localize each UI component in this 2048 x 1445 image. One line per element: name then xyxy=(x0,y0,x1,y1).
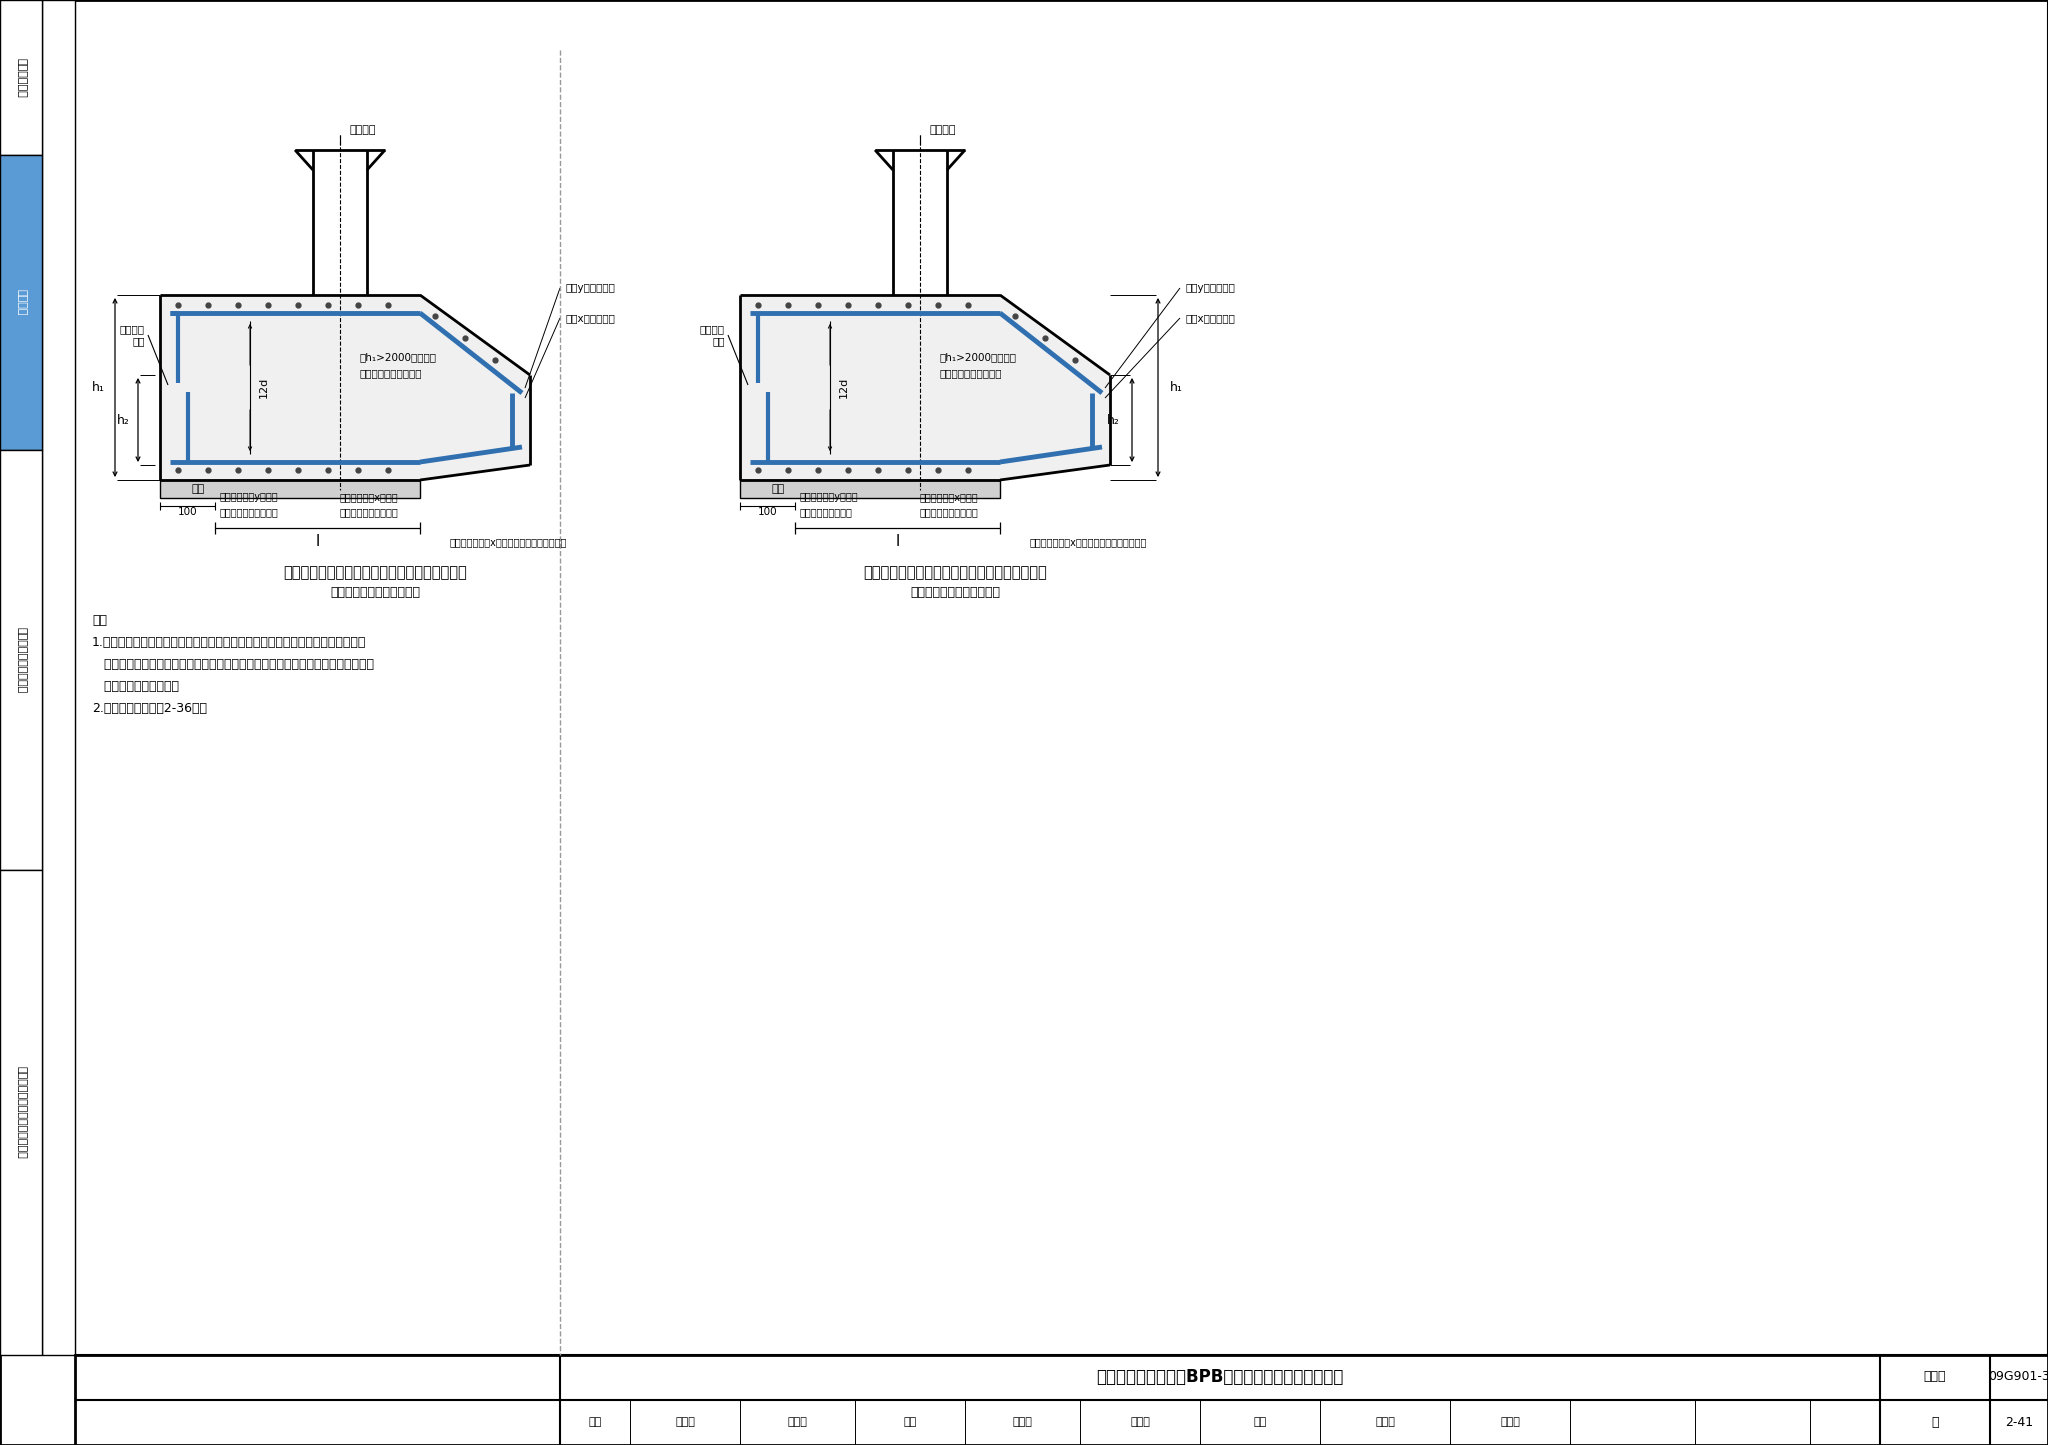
Text: 12d: 12d xyxy=(258,377,268,399)
Text: 王化元: 王化元 xyxy=(1499,1418,1520,1428)
Text: 明。当设计未作说明时，应按板跨长度将短跨方向的钢筋置于板厚外侧，另一方向: 明。当设计未作说明时，应按板跨长度将短跨方向的钢筋置于板厚外侧，另一方向 xyxy=(92,657,375,670)
Text: 校对: 校对 xyxy=(903,1418,918,1428)
Text: （跨中底部无非贯通纵筋）: （跨中底部无非贯通纵筋） xyxy=(330,587,420,600)
Text: 当h₁>2000时，中间: 当h₁>2000时，中间 xyxy=(940,353,1018,363)
Text: 顶部y向贯通纵筋: 顶部y向贯通纵筋 xyxy=(1186,283,1235,293)
Text: 图集号: 图集号 xyxy=(1923,1370,1946,1383)
Text: 纵筋与附加非贯通纵筋: 纵筋与附加非贯通纵筋 xyxy=(219,507,279,517)
Bar xyxy=(0,870,43,1355)
Text: 边柱下区域底部x向附加非贯通纵筋延伸长度: 边柱下区域底部x向附加非贯通纵筋延伸长度 xyxy=(1030,538,1147,548)
Text: 一般构造要求: 一般构造要求 xyxy=(16,58,27,97)
Text: h₁: h₁ xyxy=(1169,381,1184,394)
Text: 审核: 审核 xyxy=(588,1418,602,1428)
Text: 的钢筋置于板厚内侧。: 的钢筋置于板厚内侧。 xyxy=(92,679,178,692)
Text: 设计: 设计 xyxy=(1253,1418,1266,1428)
Text: 层钢筋网片按设计设置: 层钢筋网片按设计设置 xyxy=(940,368,1004,379)
Text: （跨中底部无非贯通纵筋）: （跨中底部无非贯通纵筋） xyxy=(909,587,999,600)
Text: 纵筋与附加贯通纵筋: 纵筋与附加贯通纵筋 xyxy=(801,507,852,517)
Text: 纵筋与附加非贯通纵筋: 纵筋与附加非贯通纵筋 xyxy=(340,507,399,517)
Text: 层钢筋网片按设计设置: 层钢筋网片按设计设置 xyxy=(360,368,422,379)
Text: h₁: h₁ xyxy=(92,381,104,394)
Text: 端部变截面外伸钢筋排布构造（基础底板一平）: 端部变截面外伸钢筋排布构造（基础底板一平） xyxy=(283,565,467,581)
Text: 柱下区域底部y向贯通: 柱下区域底部y向贯通 xyxy=(801,491,858,501)
Text: 黄志刚: 黄志刚 xyxy=(676,1418,694,1428)
Text: 独立基础、条形基础、桩基承台: 独立基础、条形基础、桩基承台 xyxy=(16,1066,27,1159)
Text: 详见封边
构造: 详见封边 构造 xyxy=(121,324,145,345)
Text: 垫层: 垫层 xyxy=(772,484,784,494)
Text: 筏形基础和地下室结构: 筏形基础和地下室结构 xyxy=(16,627,27,694)
Text: 当h₁>2000时，中间: 当h₁>2000时，中间 xyxy=(360,353,436,363)
Text: 边柱下区域底部x向附加非贯通纵筋延伸长度: 边柱下区域底部x向附加非贯通纵筋延伸长度 xyxy=(451,538,567,548)
Text: 详见封边
构造: 详见封边 构造 xyxy=(700,324,725,345)
Text: 柱下区域底部x向贯通: 柱下区域底部x向贯通 xyxy=(340,491,399,501)
Text: 100: 100 xyxy=(758,507,778,517)
Text: 顶部x向贯通纵筋: 顶部x向贯通纵筋 xyxy=(565,314,614,324)
Text: 边柱柱列: 边柱柱列 xyxy=(930,126,956,134)
Text: 赵玲俐: 赵玲俐 xyxy=(786,1418,807,1428)
Text: h₂: h₂ xyxy=(117,413,129,426)
Text: 100: 100 xyxy=(178,507,199,517)
Text: l: l xyxy=(315,535,319,549)
Bar xyxy=(76,1355,2048,1445)
Bar xyxy=(0,0,43,155)
Text: h₂: h₂ xyxy=(1108,413,1120,426)
Text: 顶部y向贯通纵筋: 顶部y向贯通纵筋 xyxy=(565,283,614,293)
Text: 王怀元: 王怀元 xyxy=(1374,1418,1395,1428)
Text: 2.板的封边构造详见2-36页。: 2.板的封边构造详见2-36页。 xyxy=(92,701,207,714)
Text: 垫层: 垫层 xyxy=(190,484,205,494)
Text: 张工文: 张工文 xyxy=(1012,1418,1032,1428)
Text: 边柱柱列: 边柱柱列 xyxy=(350,126,377,134)
Text: 顶部x向贯通纵筋: 顶部x向贯通纵筋 xyxy=(1186,314,1235,324)
Polygon shape xyxy=(160,295,530,480)
Text: 张之义: 张之义 xyxy=(1130,1418,1149,1428)
Text: 1.基础平板同一层面的交叉钢筋，何向钢筋在上，何向钢筋在下，应按具体设计说: 1.基础平板同一层面的交叉钢筋，何向钢筋在上，何向钢筋在下，应按具体设计说 xyxy=(92,636,367,649)
Text: 纵筋与附加非贯通纵筋: 纵筋与附加非贯通纵筋 xyxy=(920,507,979,517)
Bar xyxy=(0,449,43,870)
Text: 12d: 12d xyxy=(840,377,850,399)
Polygon shape xyxy=(739,295,1110,480)
Text: 柱下区域底部x向贯通: 柱下区域底部x向贯通 xyxy=(920,491,979,501)
Text: l: l xyxy=(895,535,899,549)
Text: 09G901-3: 09G901-3 xyxy=(1989,1370,2048,1383)
Text: 筏形基础: 筏形基础 xyxy=(16,289,27,316)
Text: 页: 页 xyxy=(1931,1416,1939,1429)
Text: 注：: 注： xyxy=(92,614,106,627)
Text: 端部变截面外伸钢筋排布构造（基础顶板一平）: 端部变截面外伸钢筋排布构造（基础顶板一平） xyxy=(862,565,1047,581)
Text: 平板式筏形基础平板BPB端部外伸部位钢筋排布构造: 平板式筏形基础平板BPB端部外伸部位钢筋排布构造 xyxy=(1096,1368,1343,1386)
Bar xyxy=(0,155,43,449)
Text: 2-41: 2-41 xyxy=(2005,1416,2034,1429)
Bar xyxy=(43,0,76,1355)
Text: 柱下区域底部y向贯通: 柱下区域底部y向贯通 xyxy=(219,491,279,501)
Bar xyxy=(160,480,420,499)
Bar xyxy=(739,480,999,499)
